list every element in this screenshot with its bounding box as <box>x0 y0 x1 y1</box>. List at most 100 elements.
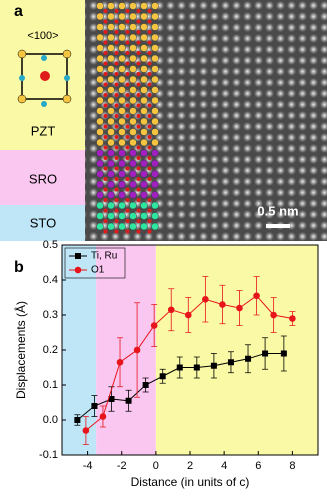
atom <box>136 208 141 213</box>
atom <box>151 138 159 147</box>
y-tick-label: -0.1 <box>39 449 58 461</box>
atom <box>147 166 152 171</box>
atom <box>107 2 115 10</box>
atom <box>125 156 130 160</box>
atom <box>147 51 152 55</box>
atom <box>103 166 108 171</box>
panel-label: b <box>14 259 24 276</box>
atom <box>151 54 159 63</box>
atom <box>118 33 126 42</box>
atom <box>129 138 137 147</box>
atom <box>125 114 130 118</box>
atom <box>107 54 115 63</box>
x-tick-label: 0 <box>153 460 159 472</box>
atom <box>107 117 115 126</box>
atom <box>140 212 148 220</box>
atom <box>151 75 159 84</box>
atom <box>151 12 159 21</box>
atom <box>107 201 115 210</box>
x-tick-label: 6 <box>255 460 261 472</box>
atom <box>151 23 159 31</box>
atom <box>136 114 141 118</box>
atom <box>114 103 119 108</box>
layer-label: STO <box>30 215 57 230</box>
atom <box>114 72 119 76</box>
atom <box>114 30 119 34</box>
atom <box>96 65 104 73</box>
sto-region <box>0 205 85 241</box>
atom <box>136 30 141 34</box>
atom <box>147 72 152 76</box>
atom <box>96 54 104 63</box>
atom <box>107 23 115 31</box>
atom <box>125 51 130 55</box>
atom <box>151 65 159 73</box>
atom <box>107 33 115 42</box>
atom <box>140 54 148 63</box>
atom <box>129 222 137 231</box>
data-point <box>262 350 269 357</box>
y-tick-label: 0.1 <box>43 379 58 391</box>
atom <box>136 198 141 202</box>
atom <box>96 2 104 10</box>
atom <box>118 138 126 147</box>
atom <box>96 170 104 178</box>
atom <box>136 166 141 171</box>
atom <box>118 149 126 157</box>
data-point <box>253 292 260 300</box>
atom <box>140 128 148 136</box>
atom <box>147 114 152 118</box>
atom <box>107 65 115 73</box>
atom <box>125 135 130 139</box>
atom <box>151 149 159 157</box>
atom <box>118 212 126 220</box>
y-tick-label: 0.4 <box>43 274 58 286</box>
atom <box>129 159 137 168</box>
atom <box>140 23 148 31</box>
atom <box>114 61 119 66</box>
atom <box>147 40 152 45</box>
y-axis-label: Displacements (Å) <box>13 301 28 399</box>
atom <box>147 82 152 87</box>
atom <box>114 145 119 150</box>
atom <box>129 2 137 10</box>
atom <box>107 107 115 115</box>
sro-region <box>0 150 85 205</box>
atom <box>140 191 148 199</box>
panel-label: a <box>14 3 23 20</box>
atom <box>114 93 119 97</box>
atom <box>147 219 152 223</box>
atom <box>103 208 108 213</box>
data-point <box>74 417 81 423</box>
atom <box>107 128 115 136</box>
atom <box>140 170 148 178</box>
atom <box>118 65 126 73</box>
atom <box>103 93 108 97</box>
data-point <box>280 350 287 357</box>
data-point <box>176 364 183 371</box>
atom <box>107 44 115 52</box>
atom <box>147 187 152 192</box>
atom <box>129 54 137 63</box>
atom <box>103 124 108 129</box>
atom <box>103 198 108 202</box>
legend-label: Ti, Ru <box>91 251 117 262</box>
atom <box>118 96 126 105</box>
atom <box>151 170 159 178</box>
atom <box>129 75 137 84</box>
atom <box>103 187 108 192</box>
atom <box>129 149 137 157</box>
atom <box>107 96 115 105</box>
atom <box>107 159 115 168</box>
atom <box>129 128 137 136</box>
atom <box>129 86 137 94</box>
atom <box>140 138 148 147</box>
atom <box>107 149 115 157</box>
atom <box>125 103 130 108</box>
atom <box>140 107 148 115</box>
atom <box>129 33 137 42</box>
data-point <box>133 346 141 354</box>
atom <box>136 145 141 150</box>
atom <box>103 72 108 76</box>
y-tick-label: 0.0 <box>43 414 58 426</box>
